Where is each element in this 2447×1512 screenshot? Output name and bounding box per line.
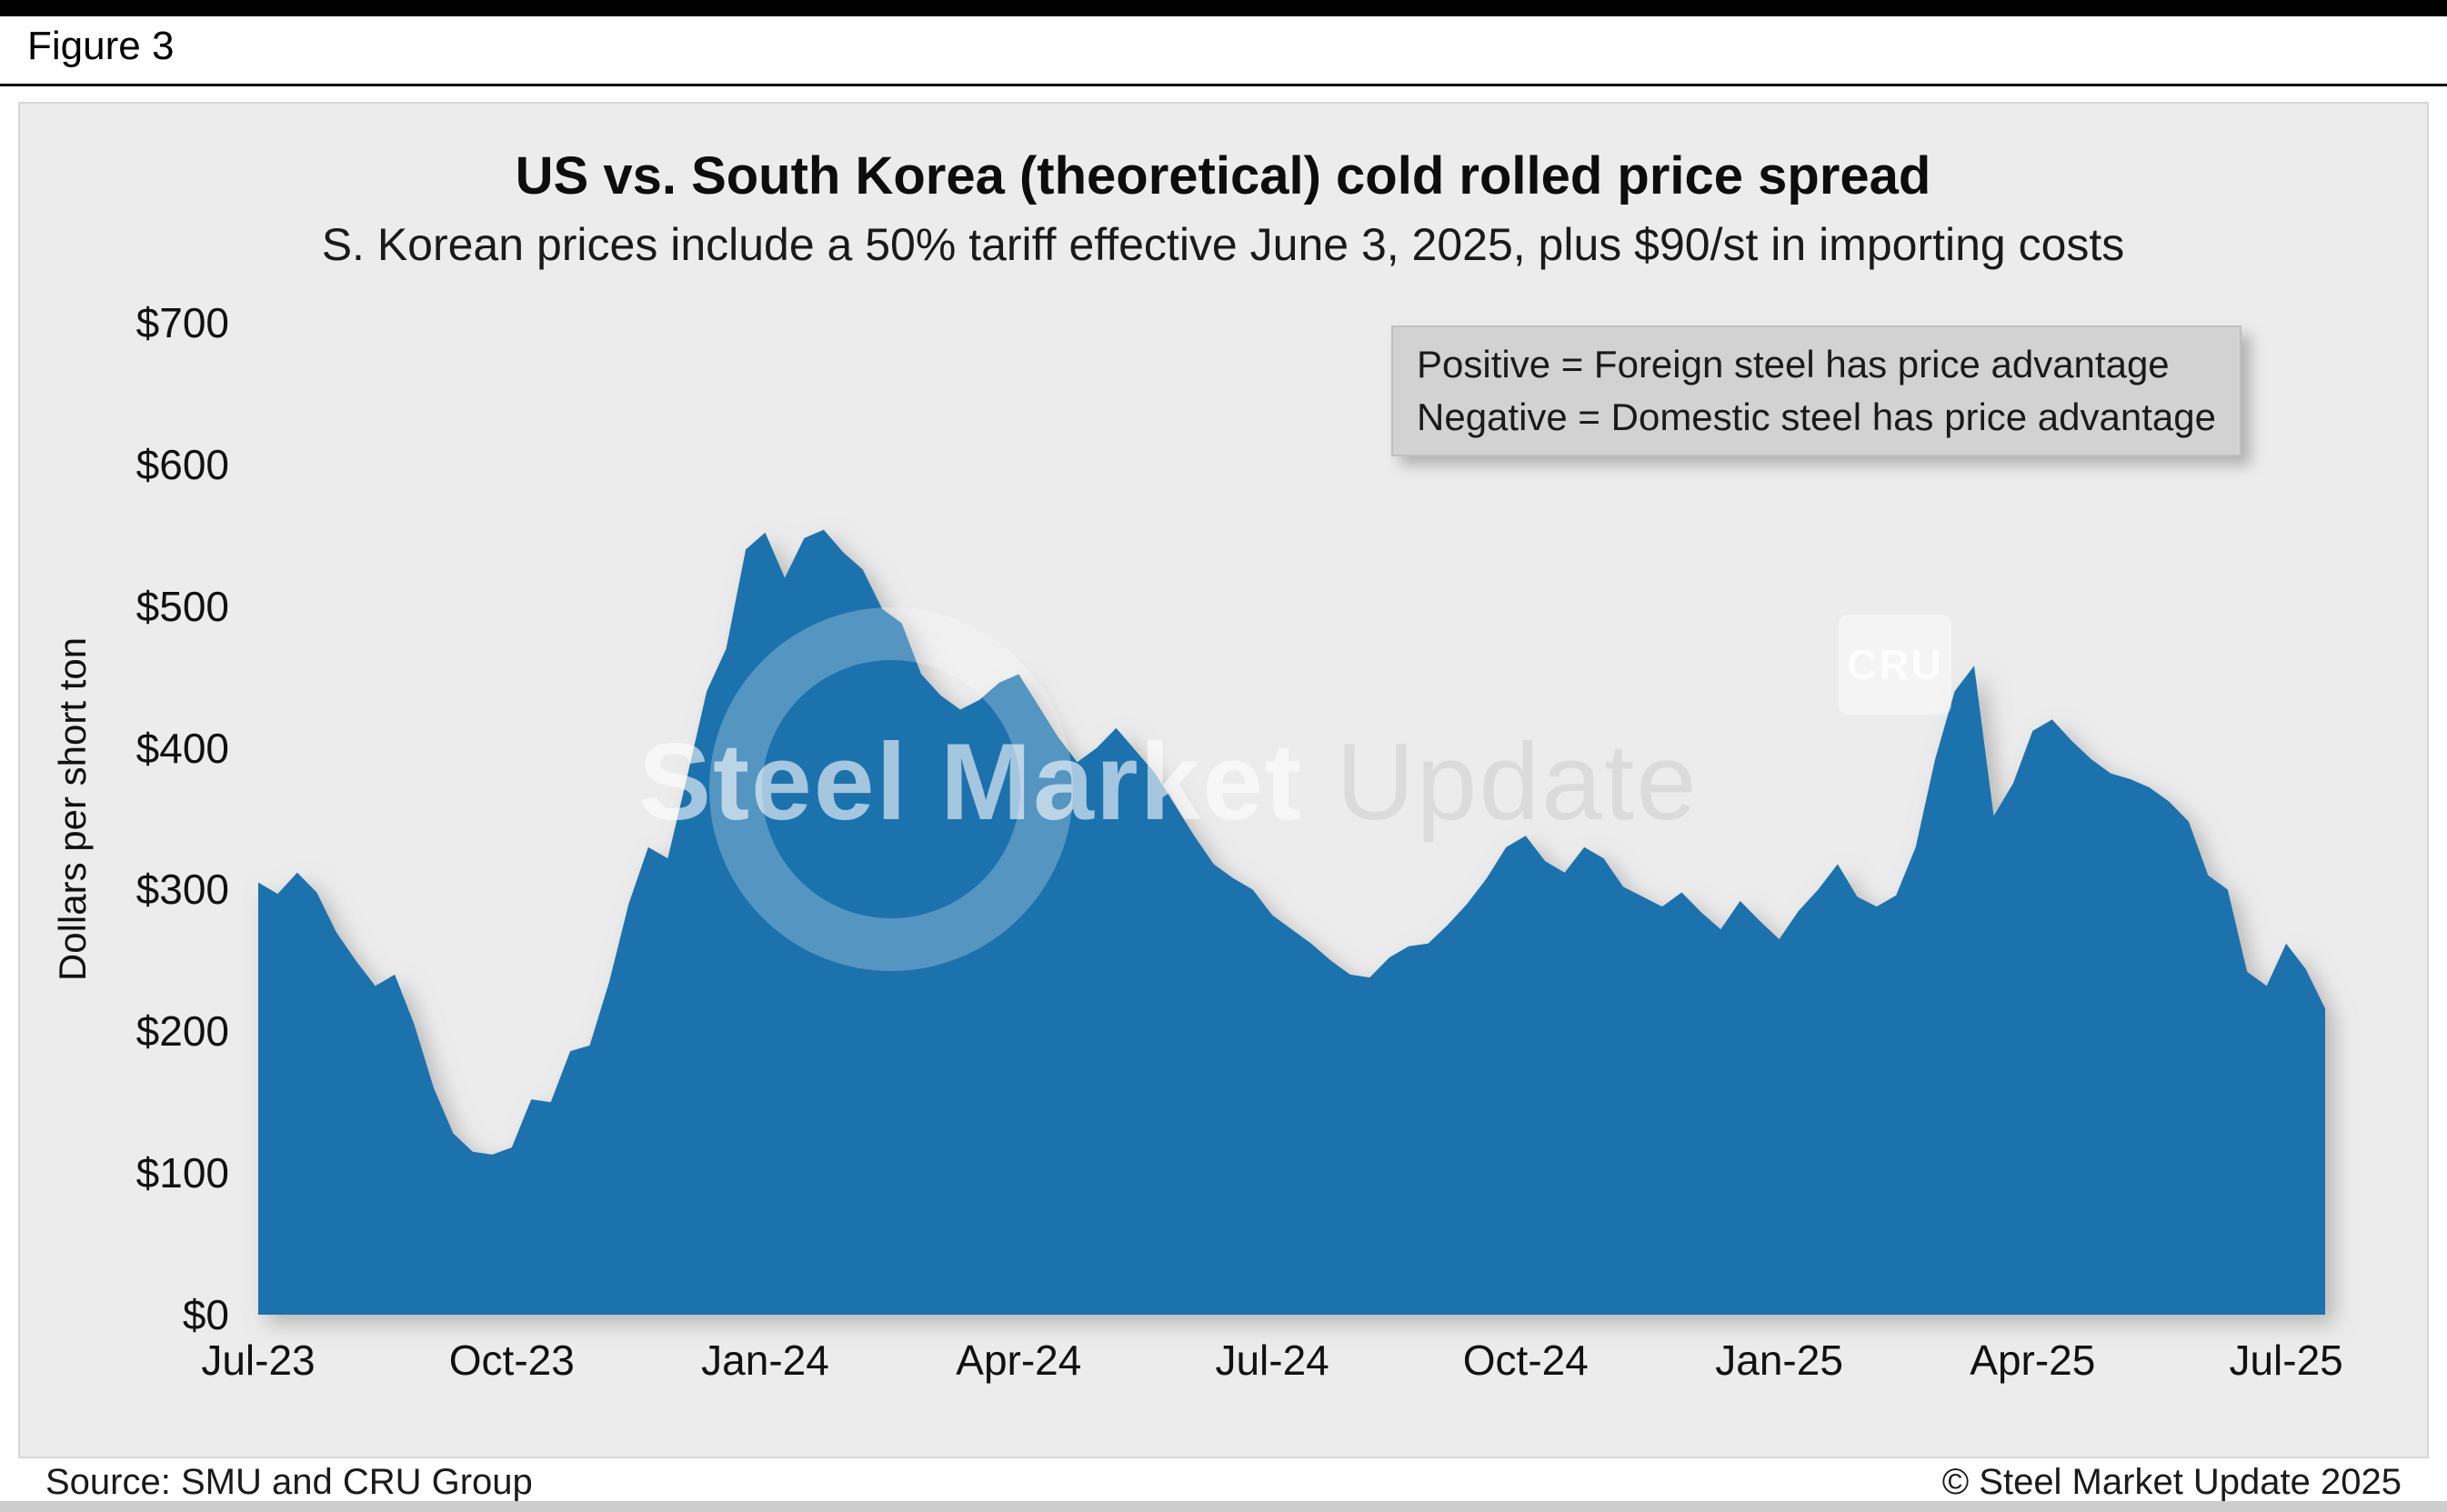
bottom-strip [0, 1501, 2447, 1512]
figure-label: Figure 3 [27, 24, 175, 68]
chart-panel [18, 102, 2429, 1458]
legend-line-positive: Positive = Foreign steel has price advan… [1417, 343, 2170, 386]
y-axis-title: Dollars per short ton [51, 636, 94, 982]
copyright-note: © Steel Market Update 2025 [1941, 1462, 2402, 1502]
legend-note: Positive = Foreign steel has price advan… [1391, 325, 2241, 456]
legend-line-negative: Negative = Domestic steel has price adva… [1417, 395, 2216, 438]
chart-subtitle: S. Korean prices include a 50% tariff ef… [321, 219, 2125, 270]
chart-title: US vs. South Korea (theoretical) cold ro… [515, 146, 1931, 205]
top-bar [0, 0, 2447, 16]
header-divider [0, 84, 2447, 86]
source-note: Source: SMU and CRU Group [45, 1462, 533, 1502]
